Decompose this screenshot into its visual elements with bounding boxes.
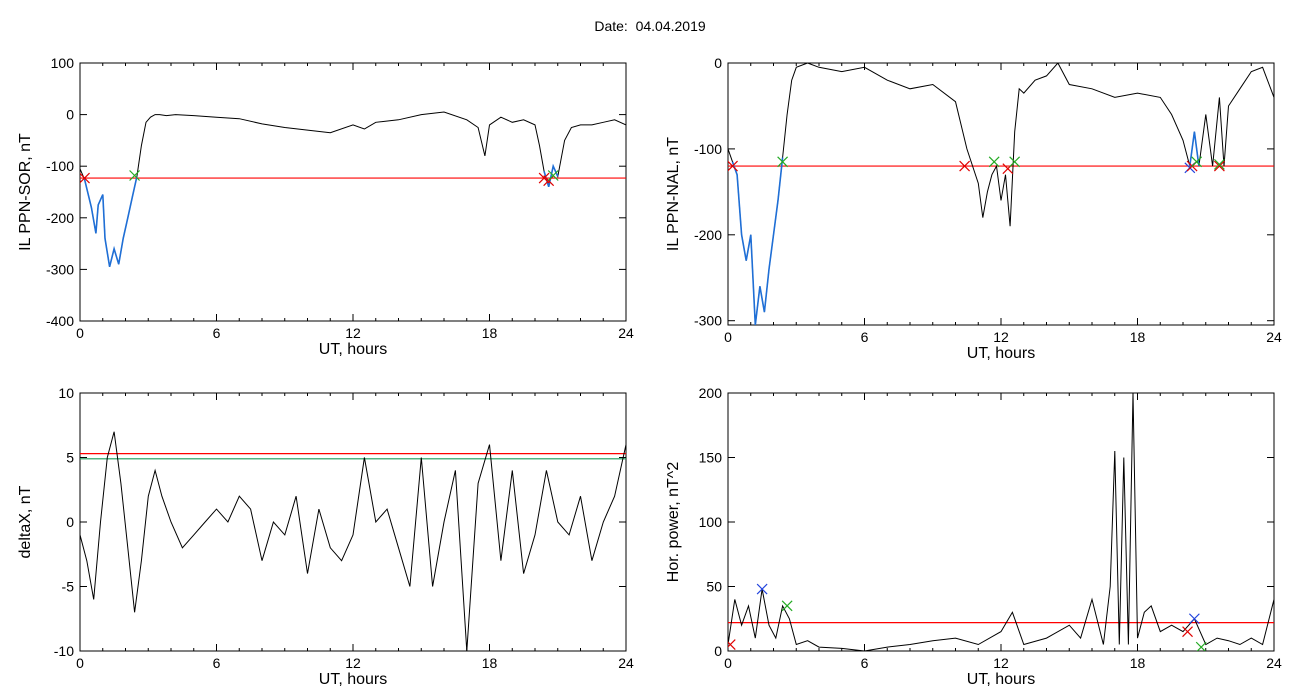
highlight-segment	[1189, 131, 1200, 167]
x-tick-label: 18	[1130, 655, 1146, 671]
marker-green	[547, 170, 559, 181]
y-tick-label: -10	[54, 643, 74, 659]
y-tick-label: -400	[46, 313, 74, 329]
x-tick-label: 12	[345, 655, 361, 671]
x-tick-label: 0	[724, 329, 732, 345]
x-tick-label: 0	[76, 325, 84, 341]
y-tick-label: 0	[714, 643, 722, 659]
highlight-segment	[83, 176, 138, 267]
x-tick-label: 18	[482, 325, 498, 341]
y-tick-label: -300	[46, 261, 74, 277]
plot-frame	[79, 62, 627, 322]
chart-panel-3: 0 6 12 18 24 -10 -5 0 5 10 UT, hours deltaX, nT	[17, 385, 634, 688]
plot-area	[728, 393, 1274, 651]
x-axis-label: UT, hours	[319, 671, 387, 688]
y-tick-label: -100	[694, 141, 722, 157]
y-tick-label: -5	[62, 579, 75, 595]
marker-blue	[756, 583, 768, 595]
y-axis-label: IL PPN-NAL, nT	[665, 137, 682, 251]
x-axis-label: UT, hours	[967, 345, 1035, 362]
x-axis-label: UT, hours	[319, 341, 387, 358]
plot-frame	[79, 392, 627, 652]
chart-panel-4: 0 6 12 18 24 0 50 100 150 200 UT, hours Hor. power,…	[665, 385, 1282, 688]
series-line	[80, 111, 626, 267]
chart-panel-2: 0 6 12 18 24 -300 -200 -100 0 UT, hours IL PPN-NAL…	[665, 55, 1282, 362]
marker-red	[1182, 626, 1193, 638]
plot-area	[728, 63, 1274, 325]
series-line	[728, 63, 1274, 325]
y-tick-label: 0	[714, 55, 722, 71]
marker-red	[80, 172, 90, 184]
y-axis-label: Hor. power, nT^2	[665, 462, 682, 583]
y-tick-label: 150	[699, 450, 723, 466]
plot-area	[80, 111, 626, 267]
x-tick-label: 12	[993, 655, 1009, 671]
x-tick-label: 24	[618, 325, 634, 341]
y-axis-label: IL PPN-SOR, nT	[17, 133, 34, 251]
x-tick-label: 24	[1266, 329, 1282, 345]
x-tick-label: 18	[1130, 329, 1146, 345]
series-line	[80, 431, 626, 651]
y-tick-label: -200	[46, 210, 74, 226]
y-tick-label: 5	[66, 450, 74, 466]
x-axis-label: UT, hours	[967, 671, 1035, 688]
marker-green	[1009, 156, 1021, 168]
y-tick-label: -300	[694, 313, 722, 329]
plot-frame	[727, 392, 1275, 652]
plot-frame	[727, 62, 1275, 326]
x-tick-label: 18	[482, 655, 498, 671]
x-tick-label: 6	[213, 655, 221, 671]
marker-red	[728, 160, 738, 172]
highlight-segment	[731, 157, 784, 325]
series-line	[728, 393, 1274, 651]
marker-green	[1213, 158, 1225, 170]
y-tick-label: -200	[694, 227, 722, 243]
marker-green	[781, 600, 793, 612]
marker-green	[129, 170, 141, 181]
x-tick-label: 12	[345, 325, 361, 341]
x-tick-label: 24	[618, 655, 634, 671]
x-tick-label: 24	[1266, 655, 1282, 671]
x-tick-label: 0	[76, 655, 84, 671]
chart-panel-1: 0 6 12 18 24 -400 -300 -200 -100 0 100 UT, hours IL …	[17, 55, 634, 358]
y-tick-label: -100	[46, 158, 74, 174]
marker-blue	[1188, 613, 1200, 625]
y-axis-label: deltaX, nT	[17, 485, 34, 558]
y-tick-label: 0	[66, 107, 74, 123]
marker-red	[1213, 160, 1225, 172]
y-tick-label: 100	[51, 55, 75, 71]
marker-green	[777, 156, 789, 168]
y-tick-label: 50	[706, 579, 722, 595]
y-tick-label: 0	[66, 514, 74, 530]
x-tick-label: 0	[724, 655, 732, 671]
marker-green	[1191, 156, 1203, 168]
x-tick-label: 12	[993, 329, 1009, 345]
marker-green	[988, 156, 1000, 168]
marker-red	[959, 160, 971, 172]
x-tick-label: 6	[861, 655, 869, 671]
plot-area	[80, 431, 626, 651]
page-title: Date: 04.04.2019	[594, 18, 706, 34]
x-tick-label: 6	[213, 325, 221, 341]
y-tick-label: 100	[699, 514, 723, 530]
x-tick-label: 6	[861, 329, 869, 345]
y-tick-label: 200	[699, 385, 723, 401]
y-tick-label: 10	[58, 385, 74, 401]
marker-red	[728, 639, 736, 650]
marker-green	[1195, 641, 1207, 651]
